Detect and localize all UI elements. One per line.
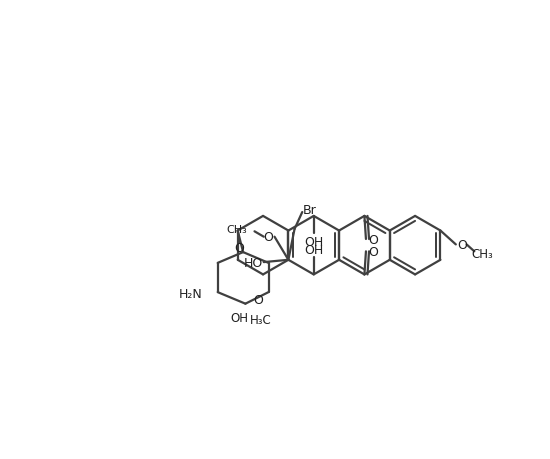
Text: Br: Br bbox=[302, 204, 316, 217]
Text: O: O bbox=[263, 231, 273, 244]
Text: HO: HO bbox=[243, 256, 262, 269]
Text: OH: OH bbox=[304, 235, 323, 248]
Text: H₃C: H₃C bbox=[250, 313, 272, 326]
Text: O: O bbox=[368, 233, 378, 246]
Text: O: O bbox=[457, 238, 467, 252]
Text: OH: OH bbox=[230, 311, 248, 325]
Text: O: O bbox=[234, 241, 244, 254]
Text: OH: OH bbox=[304, 244, 323, 257]
Text: CH₃: CH₃ bbox=[471, 247, 493, 261]
Text: O: O bbox=[253, 294, 263, 307]
Text: CH₃: CH₃ bbox=[226, 224, 247, 235]
Text: H₂N: H₂N bbox=[179, 287, 202, 301]
Text: O: O bbox=[368, 245, 378, 258]
